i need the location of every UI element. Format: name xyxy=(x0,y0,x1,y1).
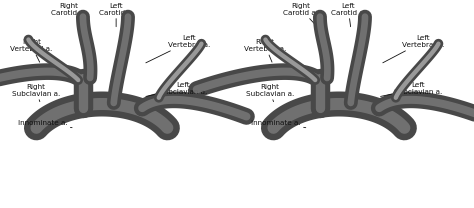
Text: Left
Subclavian a.: Left Subclavian a. xyxy=(146,82,207,97)
Text: Left
Vertebral a.: Left Vertebral a. xyxy=(383,35,444,63)
Text: Right
Subclavian a.: Right Subclavian a. xyxy=(12,84,60,102)
Text: Left
Vertebral a.: Left Vertebral a. xyxy=(146,35,210,63)
Text: Right
Carotid a.: Right Carotid a. xyxy=(283,3,319,27)
Text: Right
Carotid a.: Right Carotid a. xyxy=(51,3,86,27)
Text: Left
Subclavian a.: Left Subclavian a. xyxy=(381,82,443,97)
Text: Right
Vertebral a.: Right Vertebral a. xyxy=(10,39,53,62)
Text: Innominate a.: Innominate a. xyxy=(18,120,72,128)
Text: Right
Vertebral a.: Right Vertebral a. xyxy=(244,39,286,62)
Text: Right
Subclavian a.: Right Subclavian a. xyxy=(246,84,294,102)
Text: Innominate a.: Innominate a. xyxy=(251,120,306,128)
Text: Left
Carotid a.: Left Carotid a. xyxy=(99,3,134,27)
Text: Left
Carotid a.: Left Carotid a. xyxy=(331,3,366,27)
